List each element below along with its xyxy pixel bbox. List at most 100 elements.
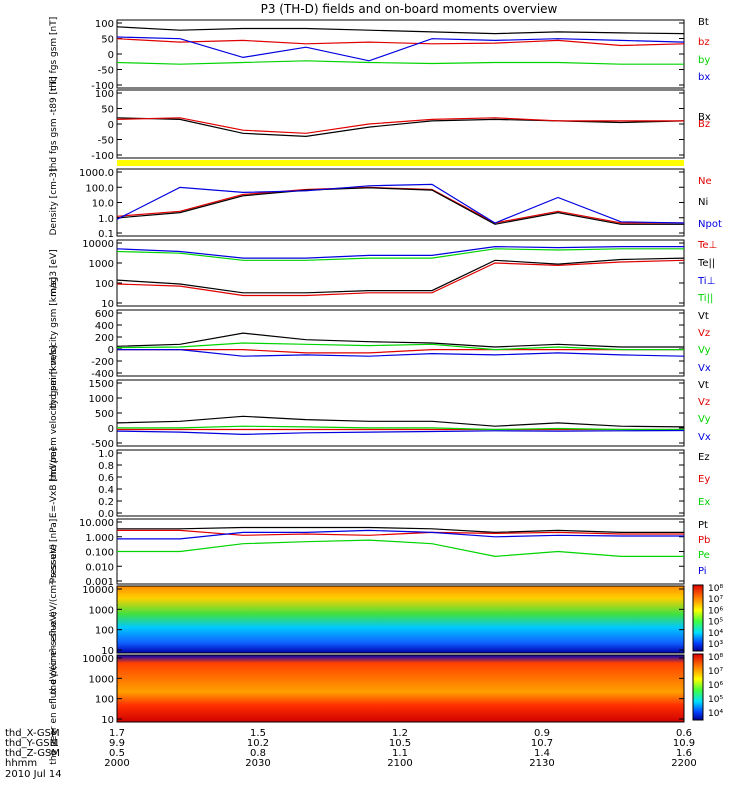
colorbar-tick: 10⁴ — [708, 709, 723, 719]
panel-frame — [116, 585, 685, 654]
panel-frame — [116, 168, 685, 237]
quality-flag-bar — [117, 160, 684, 166]
series-line — [116, 187, 684, 225]
colorbar-tick: 10³ — [708, 640, 723, 650]
y-tick-label: 100 — [95, 89, 114, 100]
series-line — [117, 425, 684, 431]
y-tick-label: 0.1 — [98, 229, 114, 240]
ephemeris-value: 0.6 — [676, 728, 692, 739]
series-line — [117, 529, 684, 536]
panel-1: 100 50 0 -50 -100 thd fgs gsm [nT] Bt bz by bx — [49, 17, 710, 92]
y-tick-label: 600 — [95, 309, 114, 320]
series-line — [116, 26, 685, 35]
legend-label: by — [698, 55, 710, 66]
colorbar-1 — [692, 584, 704, 652]
legend-label: Ez — [698, 452, 710, 463]
legend-label: Pe — [698, 550, 710, 561]
y-tick-label: 1500 — [89, 379, 114, 390]
series-line — [116, 36, 685, 62]
legend-label: Vz — [698, 397, 710, 408]
legend-label: Vt — [698, 380, 709, 391]
legend-label: Ey — [698, 474, 710, 485]
y-tick-label: -500 — [91, 439, 114, 450]
y-tick-label: 0.010 — [85, 562, 114, 573]
y-tick-label: 10000 — [82, 239, 114, 250]
panel-frame — [116, 654, 685, 723]
panel-4: 10000 1000 100 10 mag3 [eV] Te⊥ Te|| Ti⊥ Ti|| — [49, 239, 717, 310]
y-axis-label: thd peer en eflux eV/(cm²-s-sr-eV) — [49, 611, 59, 764]
y-tick-label: 0 — [108, 424, 114, 435]
date-label: 2010 Jul 14 — [5, 769, 62, 780]
y-tick-label: 10.000 — [79, 518, 114, 529]
legend-label: Vz — [698, 328, 710, 339]
y-tick-label: 100 — [95, 19, 114, 30]
series-line — [117, 539, 684, 558]
legend-label: Vx — [698, 432, 711, 443]
ephemeris-label: thd_X-GSM — [5, 728, 60, 739]
y-tick-label: 200 — [95, 333, 114, 344]
y-tick-label: 10 — [101, 715, 114, 726]
panel-frame — [116, 239, 685, 307]
series-line — [117, 529, 684, 540]
y-tick-label: 10.0 — [92, 199, 114, 210]
y-tick-label: 100 — [95, 626, 114, 637]
legend-label: Pi — [698, 566, 707, 577]
series-line — [117, 349, 685, 357]
y-tick-label: 0.8 — [98, 461, 114, 472]
ephemeris-value: 0.8 — [250, 748, 266, 759]
colorbar-tick: 10⁸ — [708, 653, 723, 663]
series-line — [117, 526, 684, 534]
y-tick-label: 10 — [101, 646, 114, 657]
y-tick-label: 100 — [95, 695, 114, 706]
y-tick-label: 10000 — [82, 654, 114, 665]
series-line — [116, 257, 685, 294]
panel-9: 10000 1000 100 10 thd peir en eflux eV/(cm²-… — [49, 544, 685, 694]
y-tick-label: 0 — [108, 50, 114, 61]
colorbar-tick: 10⁷ — [708, 667, 723, 677]
legend-label: Te⊥ — [697, 240, 717, 251]
y-tick-label: 500 — [95, 409, 114, 420]
title-group: P3 (TH-D) fields and on-board moments ov… — [261, 2, 558, 16]
y-tick-label: 1000 — [89, 674, 114, 685]
y-tick-label: -50 — [98, 66, 114, 77]
series-line — [116, 117, 684, 134]
colorbar-2 — [692, 653, 704, 721]
series-line — [116, 332, 684, 348]
series-line — [116, 186, 684, 224]
y-tick-label: 100 — [95, 279, 114, 290]
ephemeris-value: 1.7 — [109, 728, 125, 739]
ephemeris-value: 2130 — [529, 758, 554, 769]
panel-10: 10000 1000 100 10 thd peer en eflux eV/(cm²-… — [49, 611, 685, 765]
colorbar-tick: 10⁶ — [708, 606, 723, 616]
y-axis-label: Density [cm-3] — [49, 169, 59, 236]
series-line — [116, 183, 685, 224]
spectrogram-fill — [117, 586, 684, 653]
legend-label: Npot — [698, 219, 722, 230]
y-tick-label: 1000 — [89, 605, 114, 616]
ephemeris-value: 2200 — [671, 758, 696, 769]
y-tick-label: 0.4 — [98, 485, 114, 496]
y-axis-label: thd fgs gsm [nT] — [49, 17, 59, 92]
y-tick-label: 1000 — [89, 259, 114, 270]
legend-label: bx — [698, 72, 710, 83]
ephemeris-value: 2000 — [104, 758, 129, 769]
y-tick-label: 0.001 — [85, 577, 114, 588]
y-tick-label: 0.6 — [98, 473, 114, 484]
ephemeris-label: hhmm — [5, 758, 37, 769]
legend-label: Bt — [698, 17, 709, 28]
legend-label: Vt — [698, 311, 709, 322]
y-tick-label: 10000 — [82, 585, 114, 596]
y-axis-label: thd peir en eflux eV/(cm²-s-sr-eV) — [49, 544, 59, 694]
colorbar-tick: 10⁸ — [708, 584, 723, 594]
legend-label: Vx — [698, 363, 711, 374]
legend-label: Ne — [698, 176, 712, 187]
legend-label: Ni — [698, 197, 708, 208]
y-tick-label: 1.0 — [98, 449, 114, 460]
colorbar-tick: 10⁶ — [708, 681, 723, 691]
y-axis-label: thd fgs gsm -t89 [nT] — [49, 76, 59, 172]
series-line — [116, 60, 684, 65]
